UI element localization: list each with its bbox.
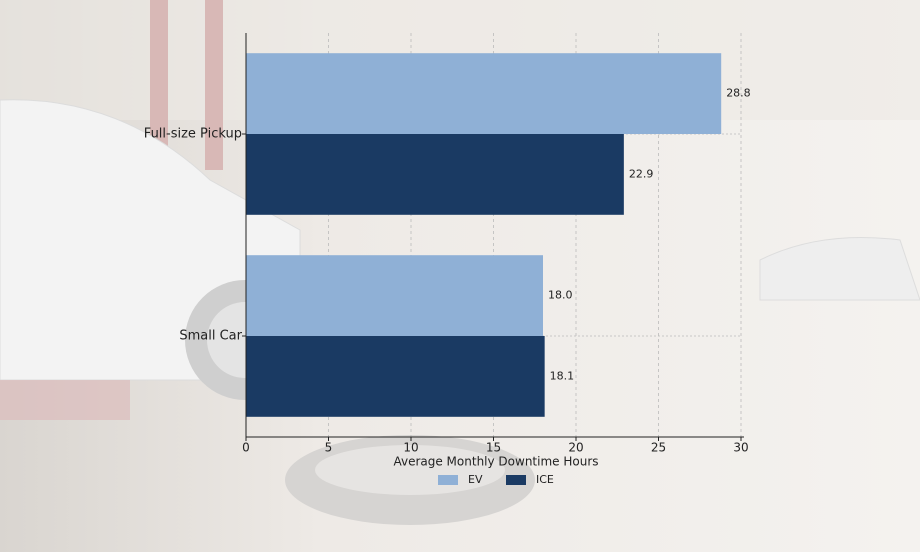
legend-label: EV [468,473,483,486]
bar [246,255,543,336]
x-tick-label: 30 [733,441,748,455]
x-tick-label: 20 [568,441,583,455]
x-axis-title: Average Monthly Downtime Hours [393,455,598,469]
legend-swatch [506,475,526,485]
bar [246,53,722,135]
x-tick-label: 15 [486,441,501,455]
x-tick-label: 0 [242,441,250,455]
x-tick-label: 10 [403,441,418,455]
y-tick-label: Small Car [179,329,242,344]
legend-swatch [438,475,458,485]
y-tick-label: Full-size Pickup [144,127,242,142]
bar [246,134,624,215]
legend-label: ICE [536,473,554,486]
value-label: 28.8 [726,87,751,100]
bar [246,336,545,417]
value-label: 22.9 [629,167,654,180]
value-label: 18.0 [548,289,573,302]
value-label: 18.1 [550,369,575,382]
x-tick-label: 25 [651,441,666,455]
x-tick-label: 5 [325,441,333,455]
